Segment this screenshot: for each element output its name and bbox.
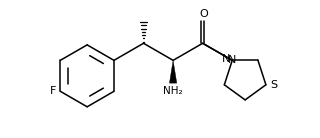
Text: NH₂: NH₂	[163, 86, 183, 96]
Polygon shape	[170, 60, 177, 83]
Text: F: F	[49, 86, 56, 96]
Text: N: N	[228, 55, 236, 65]
Text: S: S	[270, 80, 277, 90]
Text: N: N	[222, 54, 230, 64]
Text: O: O	[199, 9, 208, 19]
